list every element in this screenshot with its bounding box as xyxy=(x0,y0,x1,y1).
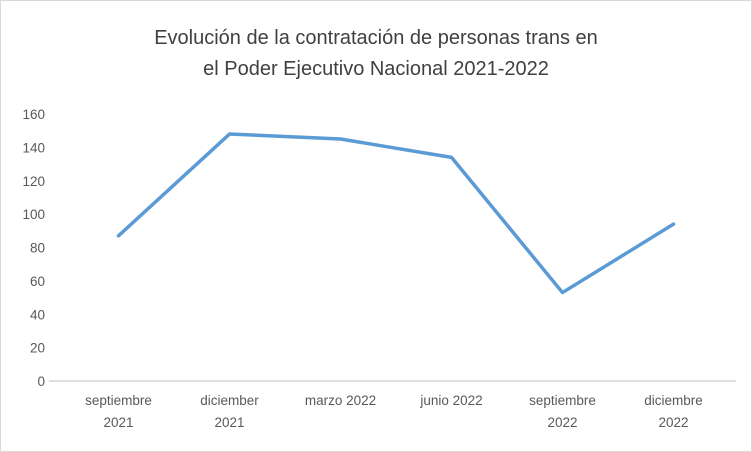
x-axis-category-label: 2021 xyxy=(214,415,244,430)
y-axis-tick-label: 80 xyxy=(30,241,45,256)
y-axis-tick-label: 140 xyxy=(22,140,45,155)
data-series-line xyxy=(116,132,676,295)
x-axis-category-label: 2022 xyxy=(658,415,688,430)
chart-title-line2: el Poder Ejecutivo Nacional 2021-2022 xyxy=(203,58,549,80)
x-axis-category-label: diciember xyxy=(200,393,259,408)
y-axis-tick-label: 20 xyxy=(30,341,45,356)
x-axis-category-label: septiembre xyxy=(529,393,596,408)
x-axis-category-label: 2022 xyxy=(547,415,577,430)
x-axis-category-label: marzo 2022 xyxy=(305,393,376,408)
y-axis-tick-label: 100 xyxy=(22,207,45,222)
y-axis-tick-label: 40 xyxy=(30,307,45,322)
y-axis-tick-label: 60 xyxy=(30,274,45,289)
y-axis-tick-label: 120 xyxy=(22,174,45,189)
x-axis-category-label: junio 2022 xyxy=(419,393,482,408)
y-axis-tick-label: 160 xyxy=(22,107,45,122)
chart-title-line1: Evolución de la contratación de personas… xyxy=(154,27,598,49)
x-axis-category-label: diciembre xyxy=(644,393,703,408)
chart-title: Evolución de la contratación de personas… xyxy=(1,23,751,85)
x-axis-category-label: septiembre xyxy=(85,393,152,408)
y-axis-tick-label: 0 xyxy=(37,374,45,389)
x-axis-category-label: 2021 xyxy=(103,415,133,430)
